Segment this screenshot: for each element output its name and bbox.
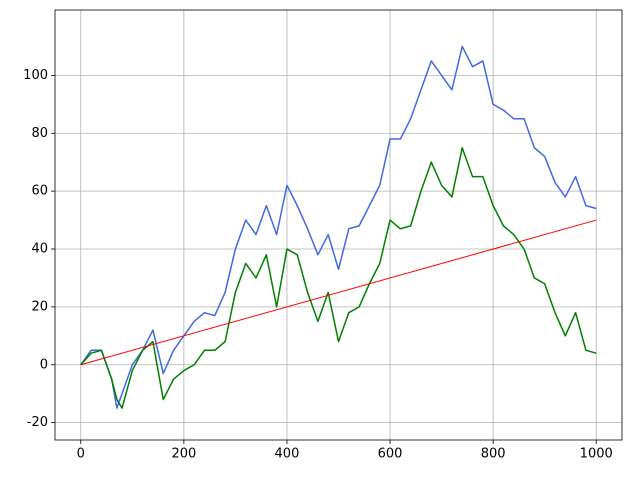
y-tick-label: 40	[31, 242, 48, 257]
line-series	[80, 45, 597, 409]
x-tick-label: 800	[481, 447, 506, 462]
plot	[80, 45, 597, 409]
y-tick-label: -20	[27, 415, 48, 430]
y-tick-label: 60	[31, 184, 48, 199]
line-series	[80, 219, 597, 366]
axes-frame	[54, 9, 623, 441]
y-tick-label: 100	[23, 68, 48, 83]
y-tick-label: 20	[31, 299, 48, 314]
x-tick-label: 1000	[580, 447, 613, 462]
line-series	[80, 146, 597, 409]
x-tick-label: 600	[378, 447, 403, 462]
x-tick-label: 400	[275, 447, 300, 462]
x-tick-label: 0	[77, 447, 85, 462]
x-tick-label: 200	[171, 447, 196, 462]
grid	[55, 10, 622, 440]
y-tick-label: 0	[40, 357, 48, 372]
y-tick-label: 80	[31, 126, 48, 141]
